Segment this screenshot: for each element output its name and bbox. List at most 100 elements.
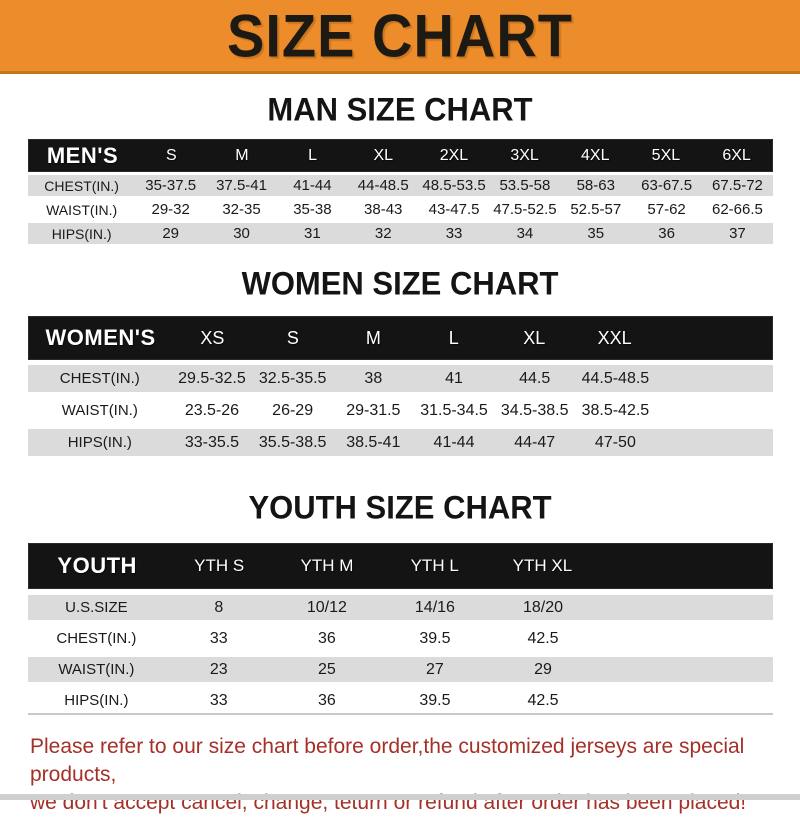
size-value-cell: 36 [317,691,336,709]
size-value-cell: 30 [233,225,250,242]
row-label: U.S.SIZE [65,599,128,616]
women-table-label: WOMEN'S [45,325,156,350]
column-header: YTH S [194,556,245,575]
size-value-cell: 23 [209,660,228,678]
column-header: XL [373,146,394,164]
row-label: WAIST(IN.) [46,201,118,218]
size-value-cell: 25 [317,660,336,678]
column-header: 4XL [581,146,610,164]
size-value-cell: 29-32 [151,201,190,218]
size-value-cell: 26-29 [272,401,314,419]
size-value-cell: 37 [729,225,746,242]
size-value-cell: 34 [516,225,534,242]
size-value-cell: 29-31.5 [346,401,401,419]
size-value-cell: 67.5-72 [712,177,763,194]
column-header: XL [523,327,546,348]
size-value-cell: 44-47 [514,433,556,451]
size-value-cell: 58-63 [576,177,615,194]
women-section-title: WOMEN SIZE CHART [241,265,559,302]
size-value-cell: 34.5-38.5 [500,401,569,419]
column-header: YTH M [300,556,354,575]
size-value-cell: 33-35.5 [184,433,240,451]
column-header: 3XL [510,146,539,164]
youth-section-title: YOUTH SIZE CHART [248,489,552,526]
size-value-cell: 32.5-35.5 [258,369,327,387]
row-label: HIPS(IN.) [64,692,129,709]
youth-header-row: YOUTH YTH S YTH M YTH L YTH XL [28,543,773,589]
size-value-cell: 23.5-26 [184,401,240,419]
size-value-cell: 32 [374,225,392,242]
table-row: CHEST(IN.) 29.5-32.5 32.5-35.5 38 41 44.… [28,365,773,392]
column-header: YTH XL [512,556,573,575]
table-row: U.S.SIZE 8 10/12 14/16 18/20 [28,595,773,620]
table-row: WAIST(IN.) 23 25 27 29 [28,657,773,682]
size-value-cell: 47.5-52.5 [493,201,557,218]
size-value-cell: 38-43 [364,201,403,218]
table-row: CHEST(IN.) 35-37.5 37.5-41 41-44 44-48.5… [28,175,773,196]
row-label: CHEST(IN.) [56,630,137,647]
size-value-cell: 33 [209,629,228,647]
youth-size-table: YOUTH YTH S YTH M YTH L YTH XL U.S.SIZE … [28,543,773,715]
size-value-cell: 43-47.5 [428,201,480,218]
size-value-cell: 47-50 [594,433,636,451]
column-header: 5XL [651,146,681,164]
size-value-cell: 48.5-53.5 [422,177,486,194]
size-value-cell: 37.5-41 [216,177,267,194]
size-value-cell: 18/20 [522,598,564,616]
size-value-cell: 29 [534,660,552,678]
youth-table-label: YOUTH [57,553,137,578]
men-section: MAN SIZE CHART MEN'S S M L XL 2XL 3XL 4X… [0,91,800,244]
size-value-cell: 41-44 [433,433,475,451]
size-value-cell: 27 [426,660,444,678]
column-header: S [286,327,299,348]
footer-note: Please refer to our size chart before or… [0,733,800,817]
men-section-title: MAN SIZE CHART [267,91,533,128]
column-header: S [165,146,177,164]
size-value-cell: 39.5 [419,629,451,647]
column-header: M [365,327,381,348]
size-value-cell: 44-48.5 [357,177,409,194]
column-header: XS [200,327,225,348]
size-value-cell: 32-35 [222,201,261,218]
size-value-cell: 35-38 [293,201,332,218]
size-value-cell: 42.5 [527,691,559,709]
row-label: CHEST(IN.) [44,177,119,194]
banner: SIZE CHART [0,0,800,74]
row-label: WAIST(IN.) [61,402,138,419]
column-header: XXL [597,327,632,348]
banner-title: SIZE CHART [227,1,573,70]
table-row: HIPS(IN.) 29 30 31 32 33 34 35 36 37 [28,223,773,244]
size-value-cell: 35-37.5 [145,177,197,194]
row-label: WAIST(IN.) [58,661,135,678]
size-value-cell: 29 [162,225,180,242]
size-value-cell: 62-66.5 [712,201,763,218]
men-table-label: MEN'S [46,142,119,168]
size-value-cell: 44.5 [519,369,551,387]
women-size-table: WOMEN'S XS S M L XL XXL CHEST(IN.) 29.5-… [28,316,773,456]
row-label: HIPS(IN.) [51,225,112,242]
size-value-cell: 57-62 [647,201,686,218]
size-value-cell: 41-44 [293,177,332,194]
size-value-cell: 8 [214,598,224,616]
size-value-cell: 29.5-32.5 [178,369,246,387]
bottom-strip [0,794,800,800]
column-header: YTH L [410,556,459,575]
size-value-cell: 35 [587,225,605,242]
size-value-cell: 31.5-34.5 [420,401,488,419]
size-value-cell: 52.5-57 [570,201,622,218]
table-row: WAIST(IN.) 29-32 32-35 35-38 38-43 43-47… [28,199,773,220]
size-value-cell: 63-67.5 [641,177,693,194]
footer-note-line1: Please refer to our size chart before or… [30,735,745,786]
table-row: HIPS(IN.) 33 36 39.5 42.5 [28,688,773,713]
women-section: WOMEN SIZE CHART WOMEN'S XS S M L XL XXL… [0,265,800,456]
size-value-cell: 33 [445,225,463,242]
size-value-cell: 44.5-48.5 [581,369,650,387]
size-value-cell: 10/12 [306,598,347,616]
size-value-cell: 35.5-38.5 [258,433,327,451]
men-size-table: MEN'S S M L XL 2XL 3XL 4XL 5XL 6XL CHEST… [28,139,773,244]
size-value-cell: 38.5-42.5 [581,401,650,419]
table-row: HIPS(IN.) 33-35.5 35.5-38.5 38.5-41 41-4… [28,429,773,456]
size-value-cell: 36 [317,629,336,647]
youth-section: YOUTH SIZE CHART YOUTH YTH S YTH M YTH L… [0,489,800,715]
size-value-cell: 36 [658,225,675,242]
